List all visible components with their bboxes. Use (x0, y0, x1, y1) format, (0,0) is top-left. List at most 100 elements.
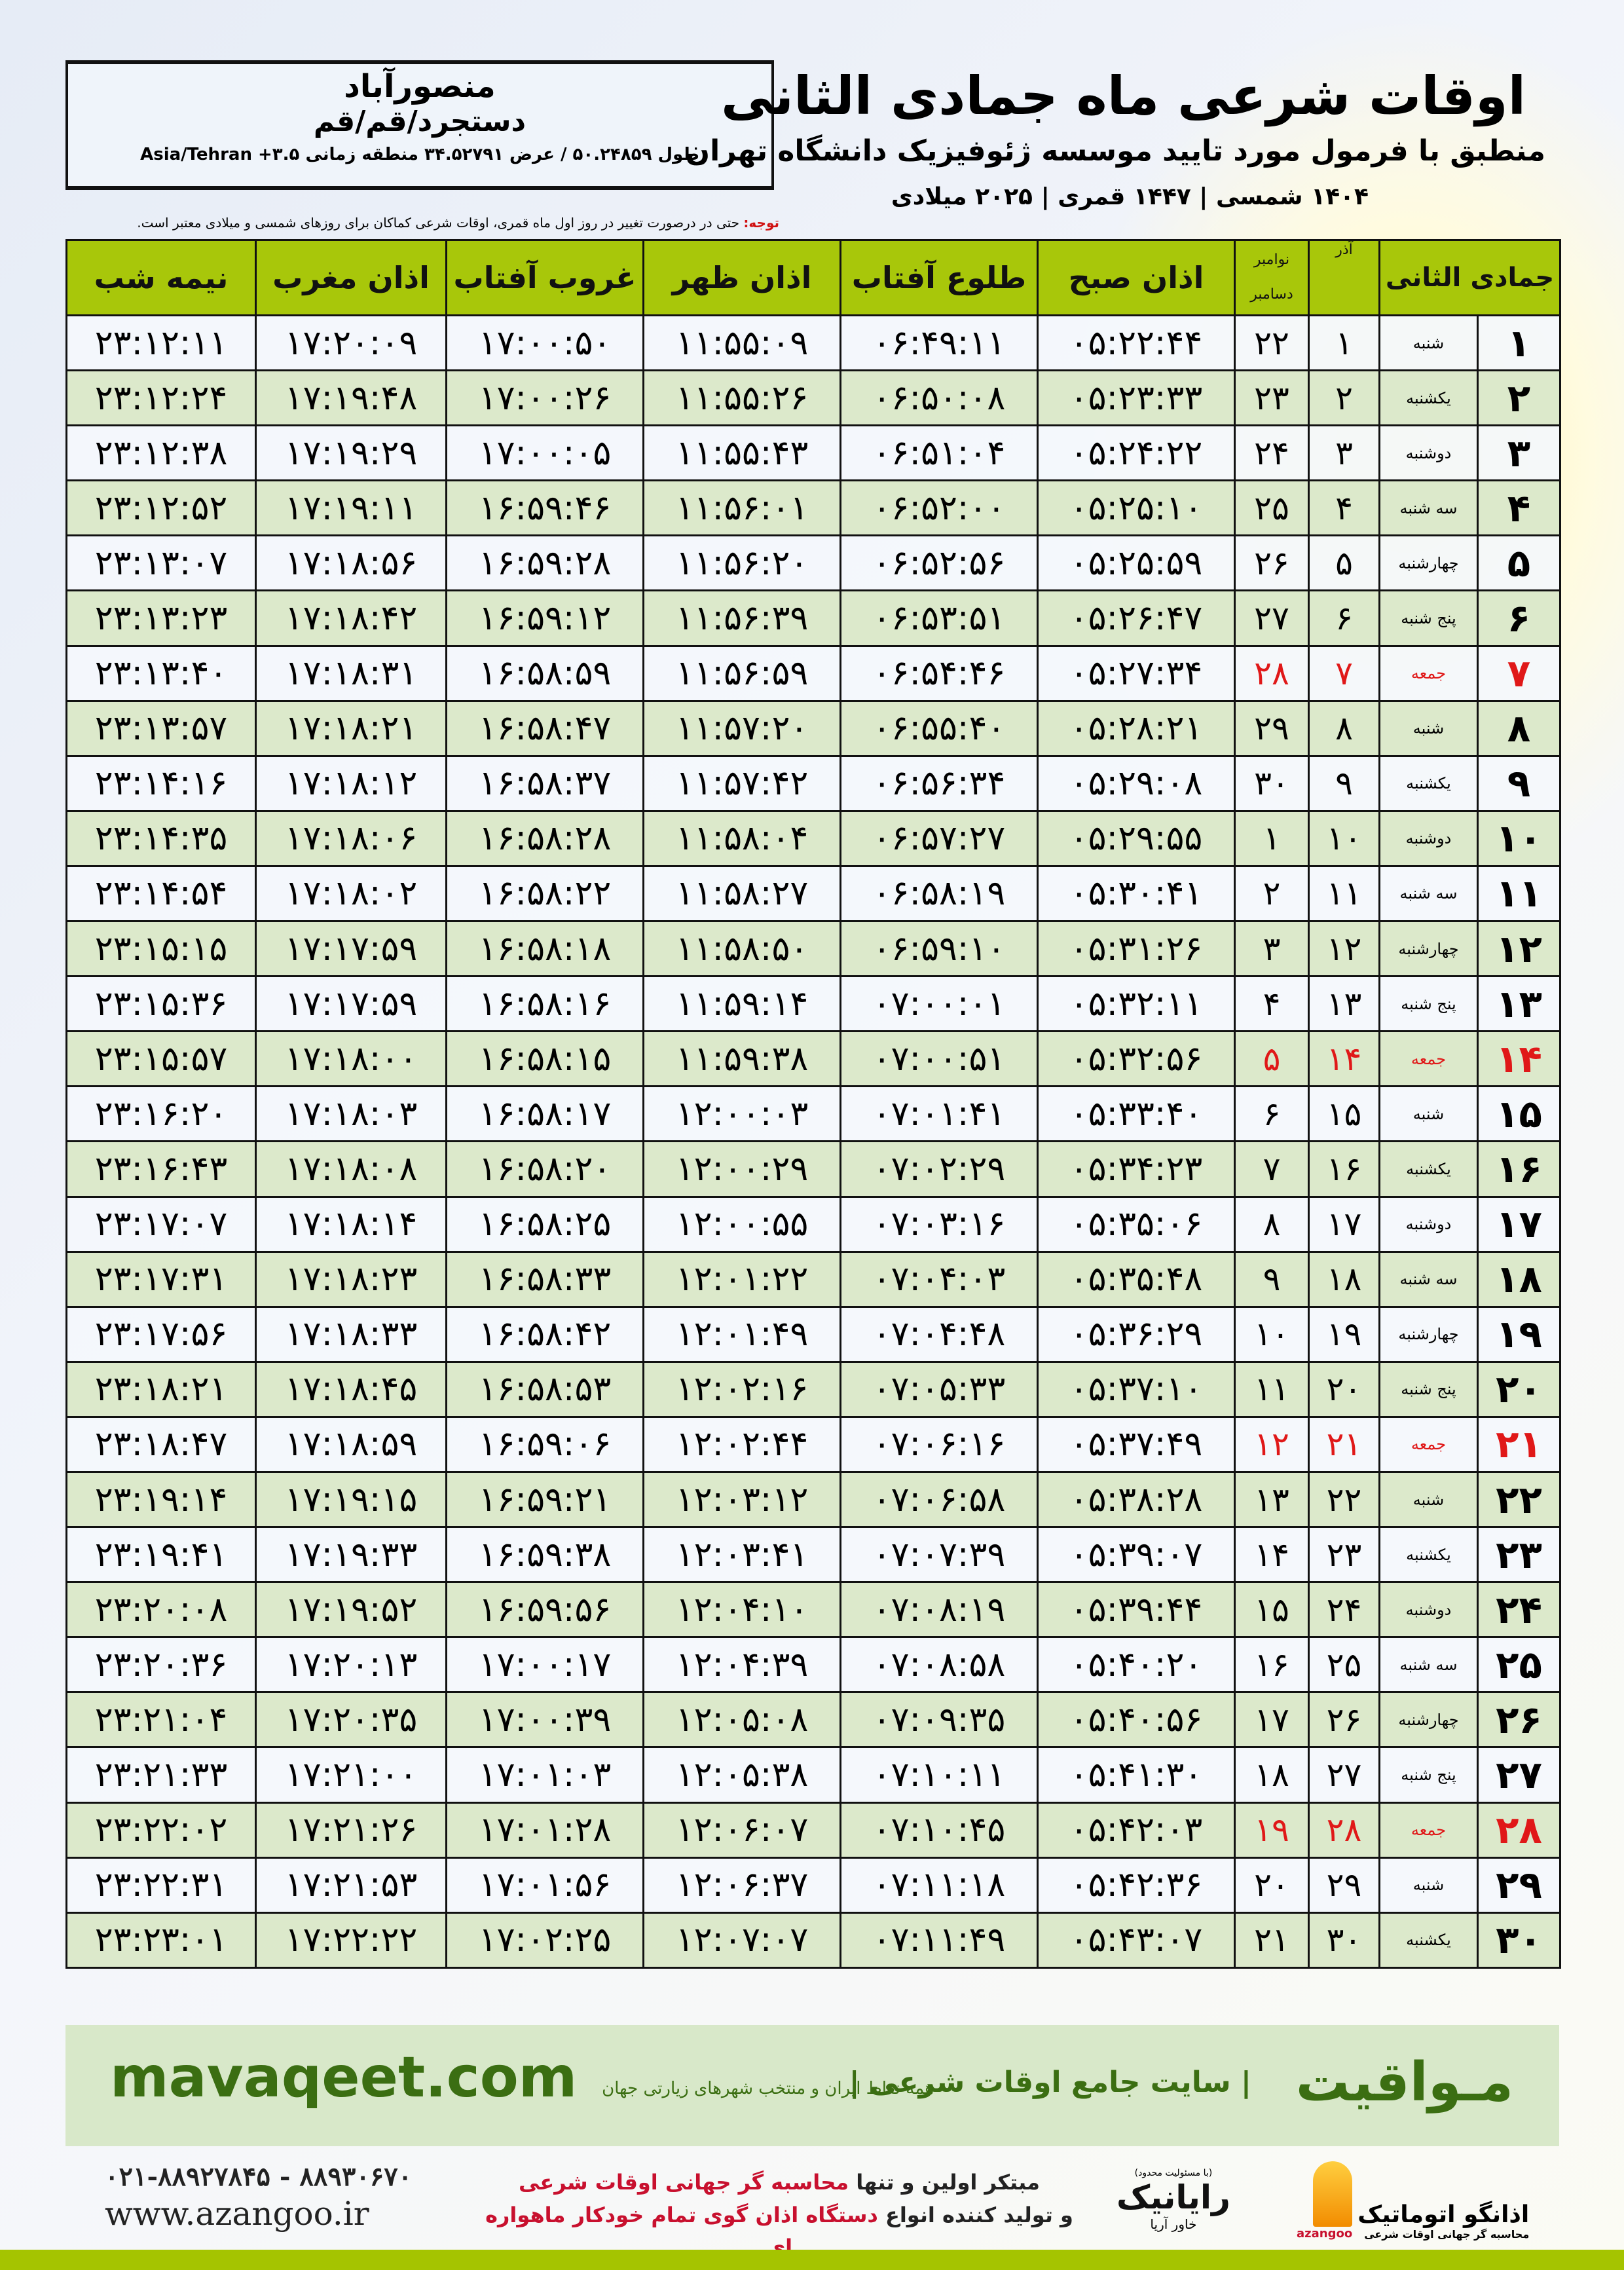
maghrib-time: ۱۷:۱۸:۰۶ (255, 809, 447, 867)
azar-day: ۲۹ (1308, 1856, 1380, 1914)
hijri-day: ۱۴ (1477, 1030, 1561, 1088)
fajr-time: ۰۵:۴۱:۳۰ (1037, 1746, 1236, 1804)
gregorian-day: ۴ (1234, 975, 1310, 1033)
weekday: سه شنبه (1378, 1250, 1479, 1308)
contact-info: ۰۲۱-۸۸۹۲۷۸۴۵ - ۸۸۹۳۰۶۷۰ www.azangoo.ir (105, 2161, 412, 2233)
weekday: چهارشنبه (1378, 1691, 1479, 1749)
azar-day: ۲۶ (1308, 1691, 1380, 1749)
year-line: ۱۴۰۴ شمسی | ۱۴۴۷ قمری | ۲۰۲۵ میلادی (891, 183, 1369, 210)
gregorian-day: ۱۹ (1234, 1801, 1310, 1859)
azar-day: ۸ (1308, 699, 1380, 757)
sunrise-time: ۰۶:۵۳:۵۱ (840, 589, 1039, 647)
azar-day: ۱۹ (1308, 1305, 1380, 1363)
midnight-time: ۲۳:۱۵:۱۵ (65, 920, 257, 978)
maghrib-time: ۱۷:۲۲:۲۲ (255, 1911, 447, 1969)
sunset-time: ۱۶:۵۹:۲۸ (445, 534, 644, 592)
table-row: ۱۹ چهارشنبه ۱۹ ۱۰ ۰۵:۳۶:۲۹ ۰۷:۰۴:۴۸ ۱۲:۰۱:۴۹ ۱۶… (65, 1305, 1561, 1363)
website-link[interactable]: www.azangoo.ir (105, 2195, 369, 2233)
table-row: ۲۴ دوشنبه ۲۴ ۱۵ ۰۵:۳۹:۴۴ ۰۷:۰۸:۱۹ ۱۲:۰۴:۱۰ ۱۶:۵… (65, 1581, 1561, 1639)
gregorian-day: ۱۰ (1234, 1305, 1310, 1363)
sunrise-time: ۰۷:۰۶:۱۶ (840, 1415, 1039, 1473)
sunrise-time: ۰۶:۵۲:۰۰ (840, 479, 1039, 537)
sunset-time: ۱۶:۵۹:۰۶ (445, 1415, 644, 1473)
azar-day: ۱۸ (1308, 1250, 1380, 1308)
gregorian-day: ۲۰ (1234, 1856, 1310, 1914)
sunrise-time: ۰۷:۰۲:۲۹ (840, 1140, 1039, 1198)
weekday: چهارشنبه (1378, 534, 1479, 592)
note: توجه: حتی در درصورت تغییر در روز اول ماه… (65, 215, 779, 231)
sunset-time: ۱۷:۰۲:۲۵ (445, 1911, 644, 1969)
dhuhr-time: ۱۱:۵۶:۲۰ (642, 534, 841, 592)
azangoo-name: اذانگو اتوماتیک (1357, 2201, 1530, 2228)
midnight-time: ۲۳:۱۲:۳۸ (65, 424, 257, 482)
maghrib-time: ۱۷:۱۸:۰۸ (255, 1140, 447, 1198)
sunrise-time: ۰۶:۵۴:۴۶ (840, 644, 1039, 702)
azar-day: ۱۴ (1308, 1030, 1380, 1088)
azar-day: ۳۰ (1308, 1911, 1380, 1969)
weekday: شنبه (1378, 1085, 1479, 1143)
maghrib-time: ۱۷:۱۷:۵۹ (255, 920, 447, 978)
dhuhr-time: ۱۲:۰۳:۴۱ (642, 1526, 841, 1584)
gregorian-day: ۳ (1234, 920, 1310, 978)
gregorian-day: ۲۲ (1234, 314, 1310, 372)
sunset-time: ۱۶:۵۹:۳۸ (445, 1526, 644, 1584)
dhuhr-time: ۱۲:۰۵:۰۸ (642, 1691, 841, 1749)
weekday: چهارشنبه (1378, 1305, 1479, 1363)
azar-day: ۹ (1308, 754, 1380, 812)
dhuhr-time: ۱۲:۰۴:۳۹ (642, 1636, 841, 1694)
fajr-time: ۰۵:۳۷:۴۹ (1037, 1415, 1236, 1473)
sunset-time: ۱۷:۰۱:۵۶ (445, 1856, 644, 1914)
midnight-time: ۲۳:۱۸:۲۱ (65, 1360, 257, 1418)
hijri-day: ۲۵ (1477, 1636, 1561, 1694)
hijri-day: ۲۳ (1477, 1526, 1561, 1584)
note-text: حتی در درصورت تغییر در روز اول ماه قمری،… (137, 215, 744, 231)
gregorian-day: ۶ (1234, 1085, 1310, 1143)
rayanik-sub: خاور آریا (1150, 2216, 1197, 2232)
dhuhr-time: ۱۲:۰۶:۰۷ (642, 1801, 841, 1859)
fajr-time: ۰۵:۳۲:۱۱ (1037, 975, 1236, 1033)
weekday: جمعه (1378, 1415, 1479, 1473)
midnight-time: ۲۳:۱۴:۵۴ (65, 865, 257, 923)
prayer-times-table: جمادی الثانی آذر نوامبر دسامبر اذان صبح ط… (65, 239, 1561, 1969)
sunset-time: ۱۶:۵۸:۱۶ (445, 975, 644, 1033)
header-row: جمادی الثانی آذر نوامبر دسامبر اذان صبح ط… (65, 239, 1561, 316)
sunset-time: ۱۶:۵۹:۵۶ (445, 1581, 644, 1639)
azar-day: ۳ (1308, 424, 1380, 482)
fajr-time: ۰۵:۲۵:۱۰ (1037, 479, 1236, 537)
hijri-day: ۲۸ (1477, 1801, 1561, 1859)
weekday: دوشنبه (1378, 1581, 1479, 1639)
hijri-day: ۲۷ (1477, 1746, 1561, 1804)
fajr-time: ۰۵:۲۴:۲۲ (1037, 424, 1236, 482)
sunset-time: ۱۶:۵۸:۲۰ (445, 1140, 644, 1198)
maghrib-time: ۱۷:۱۹:۱۱ (255, 479, 447, 537)
sunrise-time: ۰۷:۰۴:۴۸ (840, 1305, 1039, 1363)
dhuhr-time: ۱۱:۵۶:۰۱ (642, 479, 841, 537)
midnight-time: ۲۳:۲۲:۳۱ (65, 1856, 257, 1914)
maghrib-time: ۱۷:۱۹:۲۹ (255, 424, 447, 482)
dhuhr-time: ۱۲:۰۱:۲۲ (642, 1250, 841, 1308)
weekday: یکشنبه (1378, 754, 1479, 812)
midnight-time: ۲۳:۲۰:۳۶ (65, 1636, 257, 1694)
site-link[interactable]: mavaqeet.com (110, 2045, 578, 2110)
rayanik-note: (با مسئولیت محدود) (1134, 2168, 1213, 2178)
header-sunset: غروب آفتاب (445, 239, 644, 316)
gregorian-day: ۱۵ (1234, 1581, 1310, 1639)
maghrib-time: ۱۷:۱۸:۲۱ (255, 699, 447, 757)
sunset-time: ۱۷:۰۱:۲۸ (445, 1801, 644, 1859)
gregorian-day: ۲۶ (1234, 534, 1310, 592)
gregorian-day: ۲۳ (1234, 369, 1310, 427)
gregorian-day: ۱۶ (1234, 1636, 1310, 1694)
sunset-time: ۱۶:۵۸:۵۳ (445, 1360, 644, 1418)
dhuhr-time: ۱۱:۵۹:۱۴ (642, 975, 841, 1033)
slogan-2b: دستگاه اذان گوی تمام خودکار ماهواره ای (485, 2202, 878, 2260)
maghrib-time: ۱۷:۱۷:۵۹ (255, 975, 447, 1033)
midnight-time: ۲۳:۱۶:۲۰ (65, 1085, 257, 1143)
table-row: ۱۰ دوشنبه ۱۰ ۱ ۰۵:۲۹:۵۵ ۰۶:۵۷:۲۷ ۱۱:۵۸:۰۴ ۱۶:۵۸… (65, 809, 1561, 867)
header-greg-2: دسامبر (1250, 286, 1293, 303)
sunset-time: ۱۷:۰۰:۱۷ (445, 1636, 644, 1694)
page-title: اوقات شرعی ماه جمادی الثانی (720, 65, 1526, 126)
hijri-day: ۶ (1477, 589, 1561, 647)
dhuhr-time: ۱۱:۵۷:۲۰ (642, 699, 841, 757)
table-row: ۴ سه شنبه ۴ ۲۵ ۰۵:۲۵:۱۰ ۰۶:۵۲:۰۰ ۱۱:۵۶:۰۱ ۱۶:۵۹… (65, 479, 1561, 537)
dhuhr-time: ۱۲:۰۷:۰۷ (642, 1911, 841, 1969)
